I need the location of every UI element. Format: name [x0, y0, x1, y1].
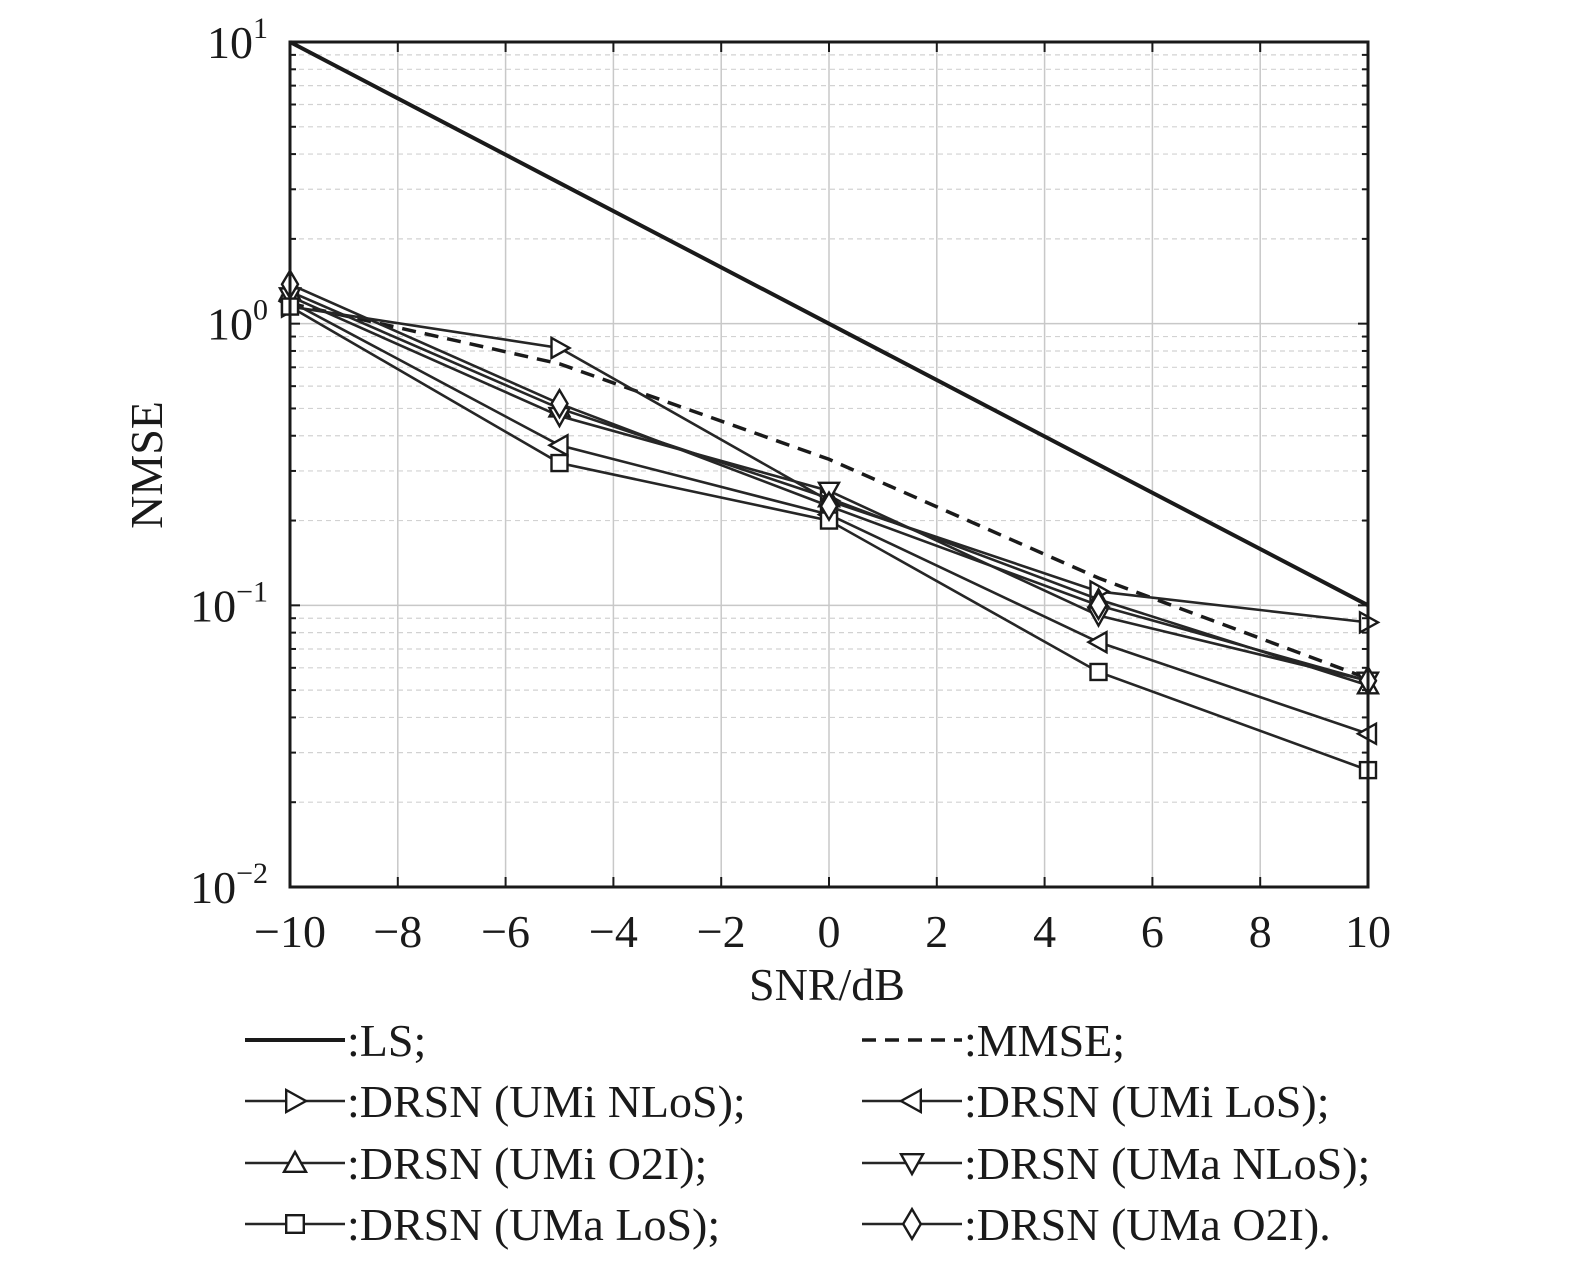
x-tick-label: 6 [1141, 906, 1164, 957]
diamond-marker [1089, 589, 1108, 622]
grid-lines [290, 42, 1368, 887]
x-tick-label: 2 [925, 906, 948, 957]
legend-entry: :DRSN (UMa O2I). [862, 1199, 1331, 1250]
legend-entry: :DRSN (UMi NLoS); [245, 1076, 746, 1127]
legend-label: :LS; [347, 1015, 426, 1066]
x-tick-label: 0 [818, 906, 841, 957]
square-marker [1089, 662, 1108, 682]
legend: :LS; :MMSE; :DRSN (UMi NLoS); :DRSN (UMi Lo… [245, 1015, 1370, 1250]
triangle-up-marker [281, 1149, 309, 1174]
diamond-marker [901, 1206, 923, 1242]
series-group [289, 301, 1369, 681]
axis-ticks: −10 −8 −6 −4 −2 0 2 4 6 8 10 10−2 10−1 100 101 [190, 12, 1391, 957]
diamond-marker [550, 387, 569, 420]
legend-label: :DRSN (UMi O2I); [347, 1138, 707, 1189]
triangle-left-marker [1086, 630, 1108, 655]
triangle-down-marker [898, 1152, 926, 1177]
x-tick-label: −6 [481, 906, 530, 957]
series-line [289, 301, 1369, 681]
x-tick-label: −4 [589, 906, 638, 957]
x-tick-label: −8 [373, 906, 422, 957]
legend-label: :DRSN (UMa O2I). [964, 1199, 1331, 1250]
legend-entry: :DRSN (UMa NLoS); [862, 1138, 1370, 1189]
data-series [277, 40, 1381, 780]
legend-entry: :DRSN (UMi LoS); [862, 1076, 1329, 1127]
triangle-left-marker [547, 433, 569, 458]
triangle-right-marker [550, 335, 572, 360]
series-line [289, 40, 1369, 608]
legend-entry: :DRSN (UMa LoS); [245, 1199, 720, 1250]
legend-label: :DRSN (UMi LoS); [964, 1076, 1329, 1127]
legend-entry: :MMSE; [862, 1015, 1125, 1066]
x-tick-label: −2 [697, 906, 746, 957]
x-tick-label: 10 [1345, 906, 1391, 957]
x-tick-label: 4 [1033, 906, 1056, 957]
legend-label: :DRSN (UMi NLoS); [347, 1076, 746, 1127]
y-tick-label: 101 [207, 12, 268, 68]
legend-label: :MMSE; [964, 1015, 1125, 1066]
series-group [289, 40, 1369, 608]
y-tick-label: 10−1 [190, 575, 268, 631]
y-axis-label: NMSE [121, 401, 172, 529]
square-marker [285, 1213, 306, 1234]
y-tick-label: 10−2 [190, 857, 268, 913]
x-tick-label: −10 [254, 906, 326, 957]
x-axis-label: SNR/dB [749, 959, 905, 1010]
legend-entry: :LS; [245, 1015, 426, 1066]
series-group [280, 294, 1381, 635]
x-tick-label: 8 [1249, 906, 1272, 957]
triangle-right-marker [285, 1087, 309, 1115]
diamond-marker [819, 490, 839, 522]
square-marker [550, 453, 569, 473]
legend-label: :DRSN (UMa LoS); [347, 1199, 720, 1250]
legend-entry: :DRSN (UMi O2I); [245, 1138, 707, 1189]
legend-label: :DRSN (UMa NLoS); [964, 1138, 1370, 1189]
series-group [280, 268, 1378, 697]
triangle-left-marker [898, 1087, 922, 1115]
y-tick-label: 100 [207, 294, 268, 350]
